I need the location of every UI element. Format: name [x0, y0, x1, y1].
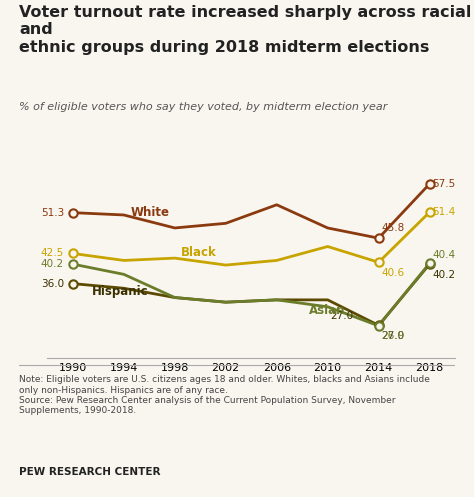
Text: Hispanic: Hispanic	[92, 285, 149, 298]
Text: PEW RESEARCH CENTER: PEW RESEARCH CENTER	[19, 467, 161, 477]
Text: 57.5: 57.5	[432, 179, 456, 189]
Text: 26.9: 26.9	[381, 331, 404, 341]
Text: Asian: Asian	[309, 304, 345, 317]
Text: Voter turnout rate increased sharply across racial and
ethnic groups during 2018: Voter turnout rate increased sharply acr…	[19, 5, 471, 55]
Text: Note: Eligible voters are U.S. citizens ages 18 and older. Whites, blacks and As: Note: Eligible voters are U.S. citizens …	[19, 375, 430, 415]
Text: 40.2: 40.2	[432, 270, 455, 280]
Text: 40.6: 40.6	[381, 268, 404, 278]
Text: 40.4: 40.4	[432, 249, 455, 259]
Text: 36.0: 36.0	[41, 279, 64, 289]
Text: 27.0: 27.0	[381, 331, 404, 341]
Text: 42.5: 42.5	[41, 248, 64, 258]
Text: % of eligible voters who say they voted, by midterm election year: % of eligible voters who say they voted,…	[19, 101, 387, 112]
Text: Black: Black	[181, 246, 217, 259]
Text: 51.4: 51.4	[432, 207, 456, 217]
Text: White: White	[130, 206, 169, 219]
Text: 45.8: 45.8	[381, 223, 404, 233]
Text: 40.2: 40.2	[41, 259, 64, 269]
Text: 51.3: 51.3	[41, 208, 64, 218]
Text: 27.0: 27.0	[330, 311, 353, 321]
